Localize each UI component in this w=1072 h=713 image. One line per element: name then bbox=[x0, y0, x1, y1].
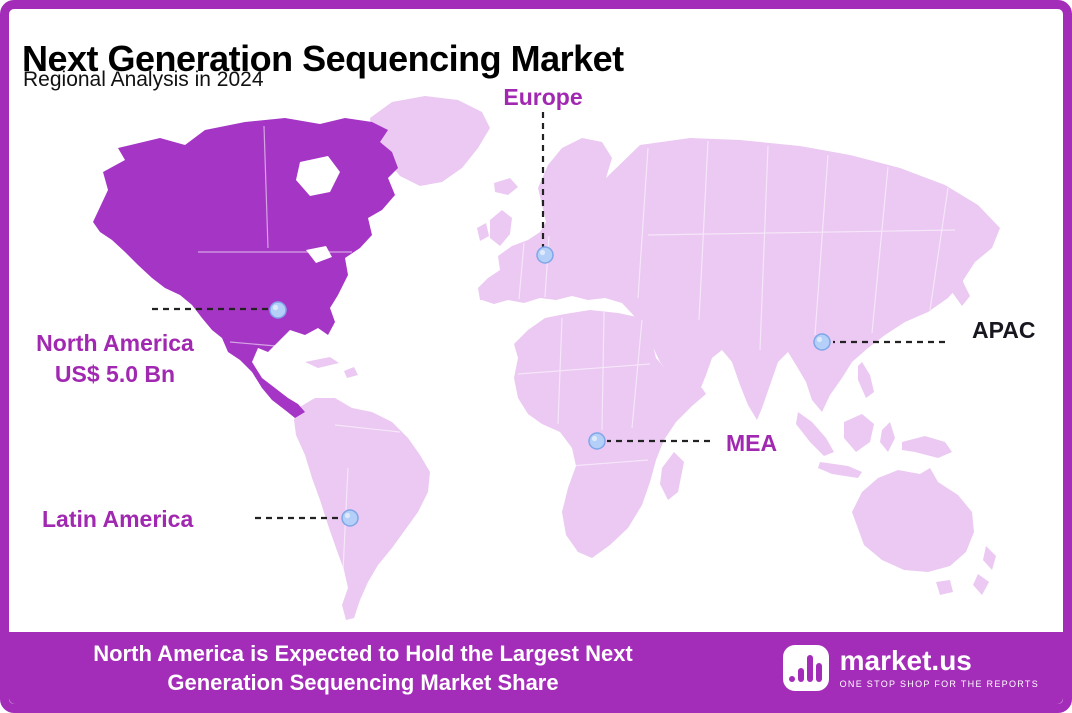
marketus-logo-name: market.us bbox=[839, 645, 972, 676]
marker-apac bbox=[813, 333, 831, 351]
leader-lines bbox=[152, 112, 945, 520]
region-label-latin-america: Latin America bbox=[42, 506, 194, 532]
region-label-europe: Europe bbox=[503, 84, 583, 110]
islands-southeast-asia bbox=[796, 362, 952, 478]
marketus-logo-tagline: ONE STOP SHOP FOR THE REPORTS bbox=[839, 679, 1039, 689]
region-label-mea: MEA bbox=[726, 430, 778, 456]
marker-latin-america bbox=[341, 509, 359, 527]
continent-eurasia bbox=[478, 138, 1000, 420]
bottom-banner: North America is Expected to Hold the La… bbox=[9, 632, 1063, 704]
region-label-apac: APAC bbox=[972, 317, 1036, 343]
islands-new-zealand bbox=[973, 546, 996, 595]
marketus-logo-text: market.us ONE STOP SHOP FOR THE REPORTS bbox=[839, 645, 1039, 690]
continent-africa bbox=[514, 310, 706, 558]
island-iceland bbox=[494, 178, 518, 195]
continent-australia bbox=[852, 468, 974, 572]
region-label-north-america-name: North America bbox=[36, 330, 194, 356]
island-united-kingdom bbox=[490, 210, 512, 246]
region-value-north-america: US$ 5.0 Bn bbox=[54, 361, 176, 388]
island-madagascar bbox=[660, 452, 684, 500]
page-subtitle: Regional Analysis in 2024 bbox=[23, 68, 264, 91]
island-tasmania bbox=[936, 580, 953, 595]
page-title: Next Generation Sequencing Market bbox=[22, 38, 624, 80]
marker-mea bbox=[588, 432, 606, 450]
continent-greenland bbox=[370, 96, 490, 186]
continent-north-america-highlighted bbox=[93, 118, 398, 418]
marketus-logo: market.us ONE STOP SHOP FOR THE REPORTS bbox=[782, 645, 1039, 691]
map-markers bbox=[269, 246, 831, 527]
islands-caribbean bbox=[305, 357, 358, 378]
marketus-logo-icon bbox=[782, 645, 829, 691]
country-borders bbox=[198, 125, 956, 593]
continent-south-america bbox=[294, 398, 430, 620]
banner-headline: North America is Expected to Hold the La… bbox=[93, 640, 633, 695]
island-japan bbox=[940, 255, 970, 306]
marker-europe bbox=[536, 246, 554, 264]
region-label-north-america: North America US$ 5.0 Bn bbox=[15, 328, 215, 390]
marker-north-america bbox=[269, 301, 287, 319]
island-ireland bbox=[477, 223, 489, 241]
